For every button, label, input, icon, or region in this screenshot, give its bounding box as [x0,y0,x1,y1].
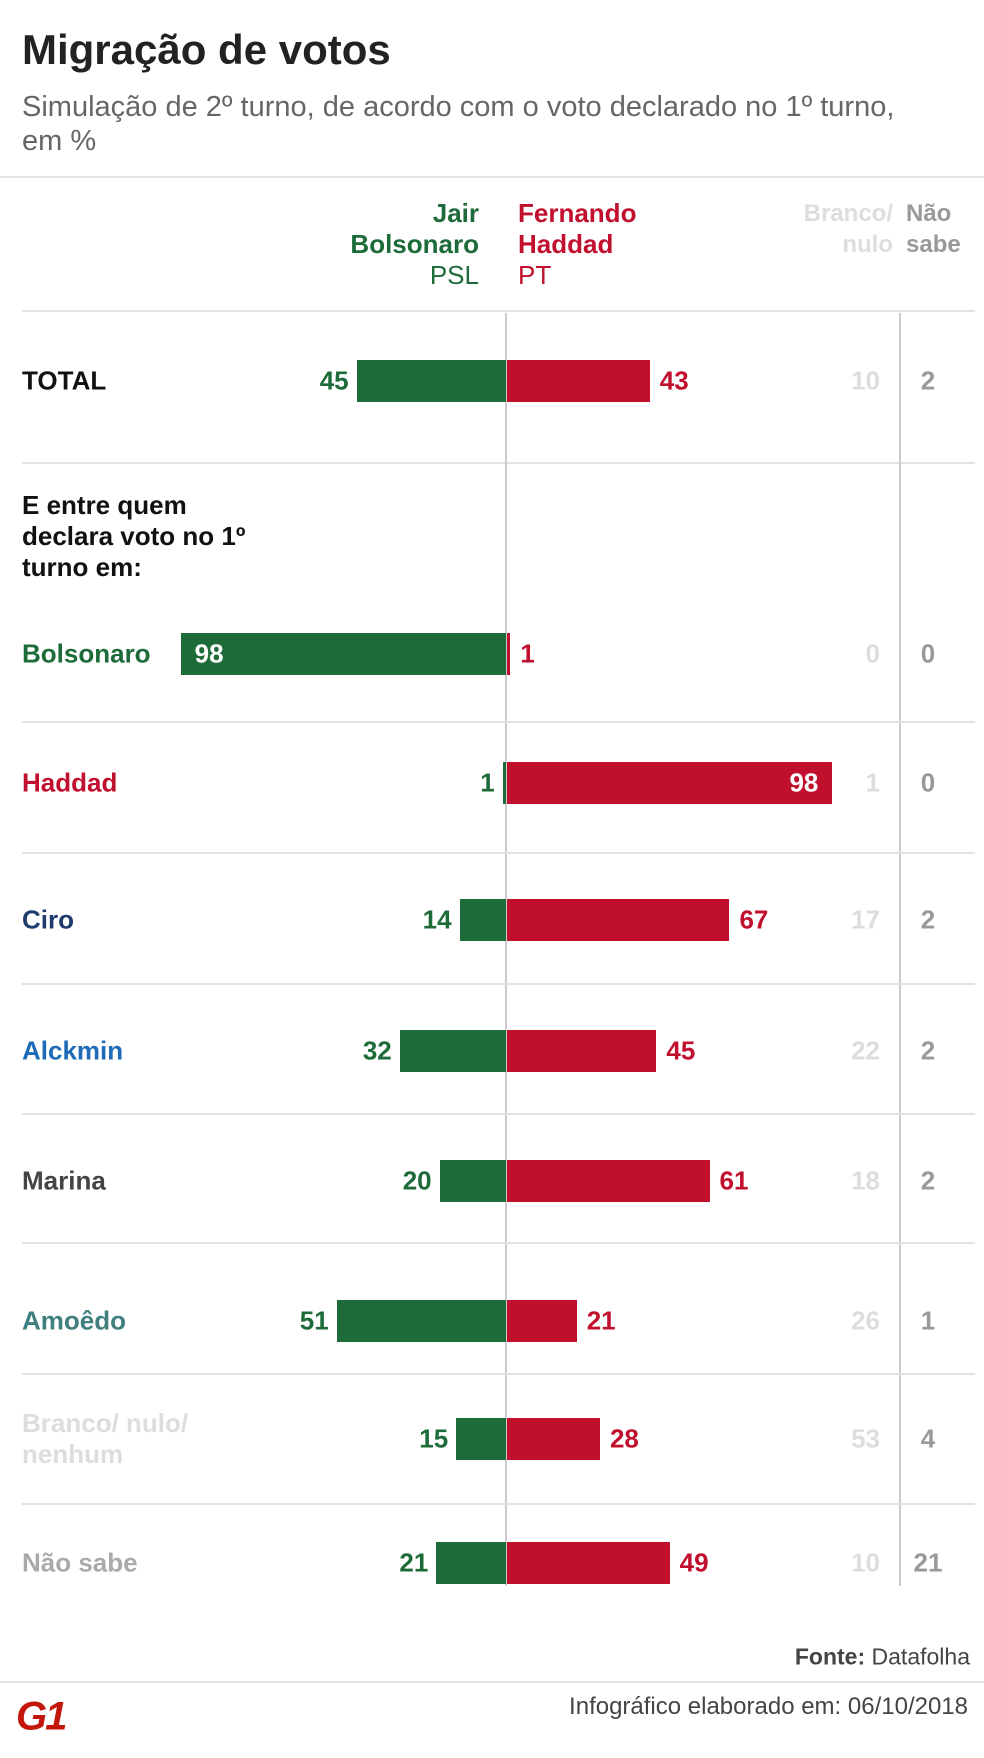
category-label: Ciro [22,904,74,935]
value-label: 2 [920,365,936,396]
bar [507,360,650,402]
bar [507,1030,657,1072]
value-label: 21 [913,1547,943,1578]
category-label: Amoêdo [22,1305,126,1336]
value-label: 20 [402,1165,432,1196]
center-axis [505,313,507,1586]
bar [507,899,730,941]
bar [180,633,506,675]
bar [399,1030,506,1072]
series-name: Jair Bolsonaro [350,198,479,259]
separator [22,721,975,723]
separator [22,852,975,854]
separator [0,1681,984,1683]
series-name: Branco/ nulo [803,200,893,258]
source: Fonte: Datafolha [795,1644,970,1671]
value-label: 0 [920,767,936,798]
value-label: 28 [609,1423,639,1454]
value-label: 98 [194,638,224,669]
bar [356,360,506,402]
value-label: 1 [865,767,880,798]
value-label: 18 [851,1165,880,1196]
column-divider [899,313,901,1586]
value-label: 0 [920,638,936,669]
category-label: Marina [22,1165,106,1196]
footer: Infográfico elaborado em: 06/10/2018 [569,1693,968,1720]
bar [507,1300,577,1342]
separator [22,310,975,312]
separator [22,1113,975,1115]
value-label: 43 [659,365,689,396]
value-label: 10 [851,1547,880,1578]
bar [459,899,506,941]
value-label: 15 [419,1423,449,1454]
separator [22,462,975,464]
series-name: Não sabe [906,200,961,258]
category-label: Bolsonaro [22,638,151,669]
bar [436,1542,506,1584]
value-label: 32 [362,1035,392,1066]
separator [22,1373,975,1375]
bar [507,762,833,804]
category-label: Haddad [22,767,118,798]
category-label: Branco/ nulo/ nenhum [22,1408,189,1469]
source-label: Fonte: [794,1643,866,1670]
value-label: 0 [865,638,880,669]
value-label: 21 [399,1547,429,1578]
bar [336,1300,506,1342]
value-label: 49 [679,1547,709,1578]
value-label: 21 [586,1305,616,1336]
value-label: 1 [920,1305,936,1336]
bar [507,1418,600,1460]
value-label: 98 [789,767,819,798]
value-label: 45 [666,1035,696,1066]
series-name: Fernando Haddad [518,198,637,259]
bar [507,1542,670,1584]
value-label: 45 [319,365,349,396]
value-label: 67 [739,904,769,935]
value-label: 14 [422,904,452,935]
separator [22,1242,975,1244]
value-label: 22 [851,1035,880,1066]
value-label: 2 [920,904,936,935]
value-label: 4 [920,1423,936,1454]
value-label: 26 [851,1305,880,1336]
bar [502,762,506,804]
category-label: Alckmin [22,1035,124,1066]
bar [507,1160,710,1202]
source-name: Datafolha [871,1643,970,1670]
category-label: Não sabe [22,1547,138,1578]
subtitle: Simulação de 2º turno, de acordo com o v… [22,91,895,157]
title: Migração de votos [22,26,391,73]
bar [507,633,511,675]
value-label: 2 [920,1035,936,1066]
value-label: 1 [520,638,535,669]
value-label: 2 [920,1165,936,1196]
value-label: 61 [719,1165,749,1196]
bar [439,1160,506,1202]
value-label: 51 [299,1305,329,1336]
section-label: E entre quem declara voto no 1º turno em… [22,490,246,582]
value-label: 53 [851,1423,880,1454]
separator [22,1503,975,1505]
series-party: PT [518,260,552,290]
value-label: 10 [851,365,880,396]
logo: G1 [16,1694,67,1739]
series-party: PSL [429,260,479,290]
separator [0,176,984,178]
value-label: 1 [480,767,495,798]
category-label: TOTAL [22,365,107,396]
separator [22,983,975,985]
bar [456,1418,506,1460]
value-label: 17 [851,904,880,935]
